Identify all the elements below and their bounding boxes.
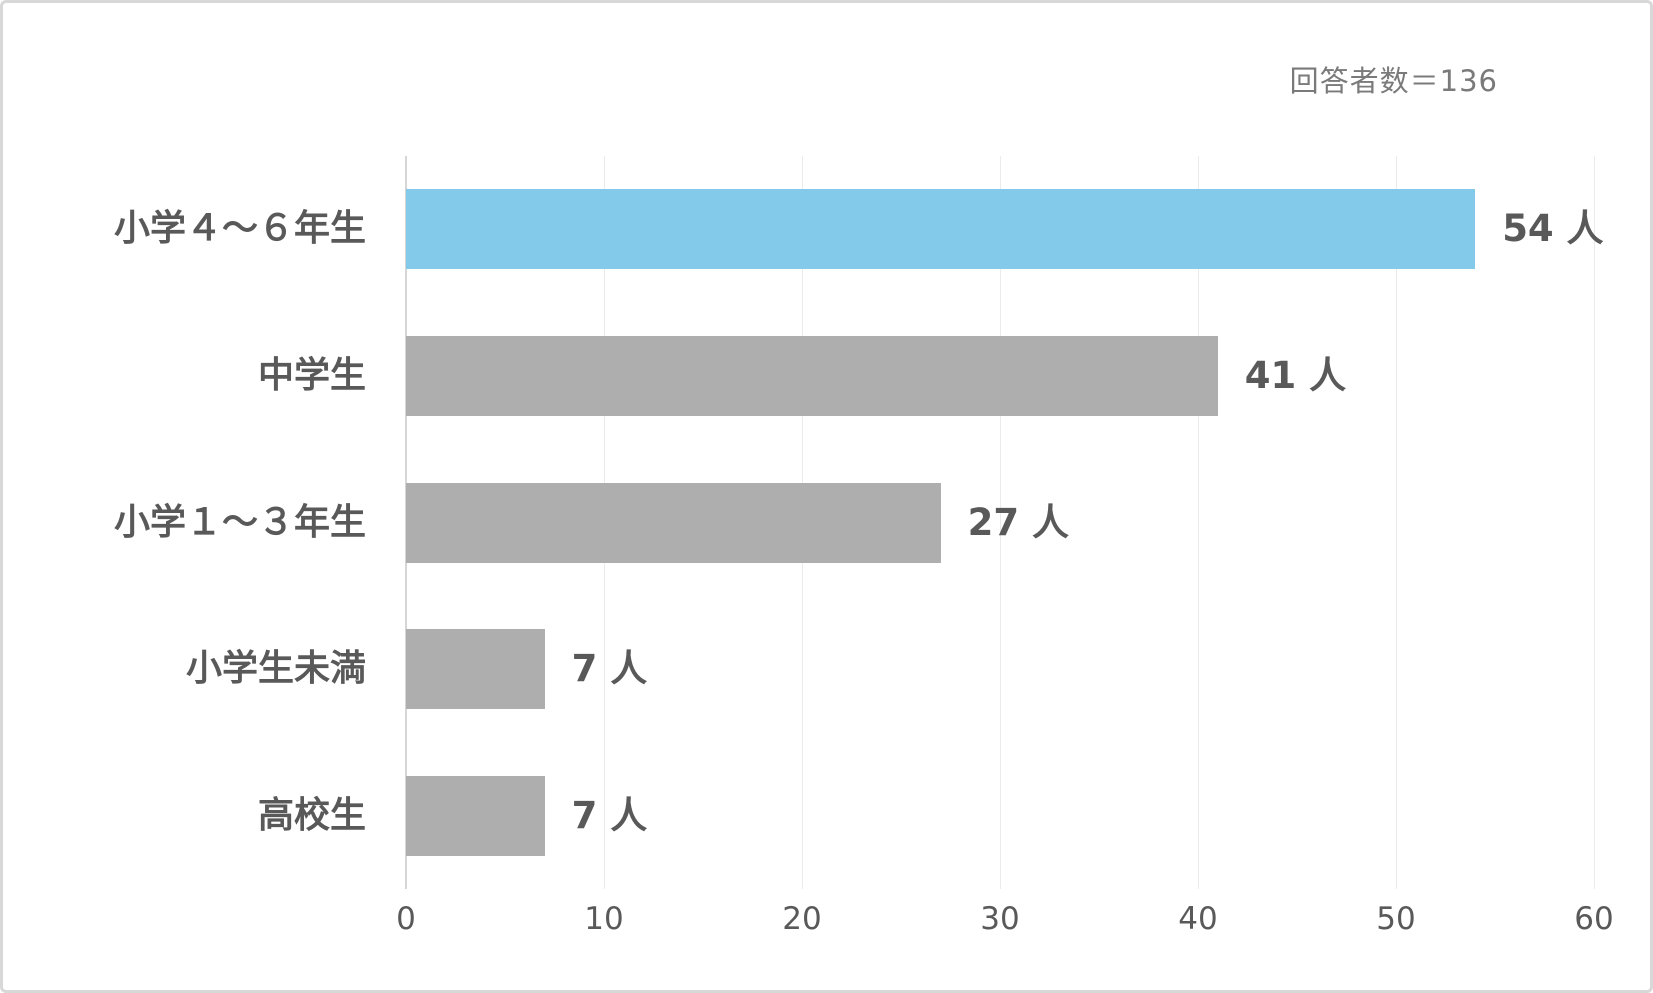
- bar-value-label: 7 人: [571, 647, 648, 691]
- gridline: [1396, 156, 1397, 889]
- gridline: [1000, 156, 1001, 889]
- bar: [406, 629, 545, 710]
- category-label: 高校生: [257, 794, 366, 836]
- bar: [406, 335, 1218, 416]
- gridline: [1594, 156, 1595, 889]
- category-label: 中学生: [257, 354, 366, 396]
- x-tick-label: 60: [1574, 901, 1614, 937]
- category-label: 小学生未満: [185, 648, 366, 690]
- bar-value-label: 54 人: [1502, 207, 1604, 251]
- bar: [406, 482, 941, 563]
- category-label: 小学１～３年生: [113, 501, 366, 543]
- x-tick-label: 30: [980, 901, 1020, 937]
- x-tick-label: 40: [1178, 901, 1218, 937]
- category-label: 小学４～６年生: [113, 208, 366, 250]
- gridline: [1198, 156, 1199, 889]
- bar-value-label: 41 人: [1244, 353, 1347, 397]
- x-tick-label: 50: [1376, 901, 1416, 937]
- x-tick-label: 10: [584, 901, 624, 937]
- x-tick-label: 0: [396, 901, 416, 937]
- bar: [406, 775, 545, 856]
- x-tick-label: 20: [782, 901, 822, 937]
- bar: [406, 189, 1476, 270]
- bar-value-label: 27 人: [967, 500, 1069, 544]
- bar-value-label: 7 人: [571, 793, 648, 837]
- respondents-count-note: 回答者数＝136: [1289, 64, 1498, 98]
